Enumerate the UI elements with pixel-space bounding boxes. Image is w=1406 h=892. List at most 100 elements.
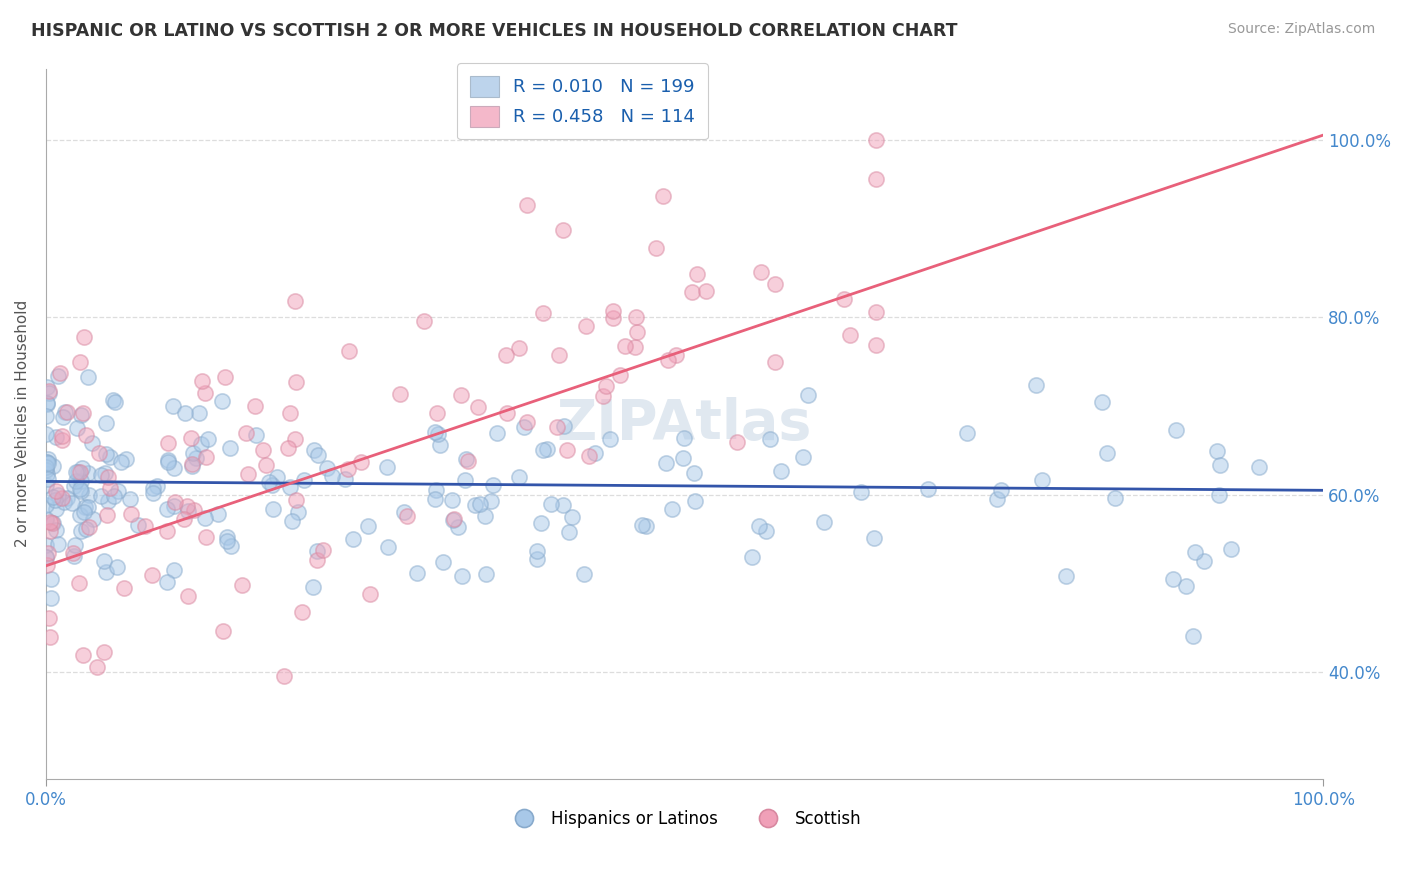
Point — [87, 446, 110, 460]
Point — [526, 543, 548, 558]
Point — [156, 453, 179, 467]
Point — [181, 458, 204, 473]
Point — [42, 490, 65, 504]
Point — [654, 456, 676, 470]
Point — [457, 454, 479, 468]
Point — [96, 416, 118, 430]
Point — [280, 514, 302, 528]
Point — [447, 520, 470, 534]
Point — [142, 485, 165, 500]
Point — [35, 426, 58, 441]
Point — [231, 578, 253, 592]
Point — [657, 353, 679, 368]
Point — [1054, 569, 1077, 583]
Point — [583, 446, 606, 460]
Point — [797, 388, 820, 402]
Point — [157, 455, 180, 469]
Point — [595, 379, 617, 393]
Point — [375, 460, 398, 475]
Point — [80, 435, 103, 450]
Point — [39, 524, 62, 539]
Point — [174, 406, 197, 420]
Point — [748, 518, 770, 533]
Point — [56, 405, 79, 419]
Point — [377, 540, 399, 554]
Point — [190, 437, 212, 451]
Point — [631, 518, 654, 533]
Point — [69, 482, 91, 496]
Point — [645, 241, 668, 255]
Point — [51, 428, 73, 442]
Point — [443, 512, 465, 526]
Point — [551, 498, 574, 512]
Point — [673, 431, 696, 445]
Point — [60, 496, 83, 510]
Point — [70, 524, 93, 539]
Point — [599, 432, 621, 446]
Point — [35, 409, 58, 423]
Point — [291, 605, 314, 619]
Point — [285, 492, 308, 507]
Point — [531, 443, 554, 458]
Point — [626, 310, 648, 325]
Point — [41, 516, 63, 530]
Point — [1025, 377, 1047, 392]
Point — [423, 425, 446, 439]
Point — [46, 488, 69, 502]
Point — [104, 395, 127, 409]
Point — [39, 573, 62, 587]
Point — [440, 493, 463, 508]
Point — [96, 447, 118, 461]
Point — [93, 554, 115, 568]
Point — [46, 368, 69, 383]
Point — [555, 443, 578, 458]
Point — [38, 630, 60, 644]
Point — [176, 499, 198, 513]
Point — [191, 374, 214, 388]
Point — [100, 481, 122, 495]
Point — [770, 464, 793, 478]
Point — [39, 591, 62, 605]
Point — [574, 566, 596, 581]
Point — [508, 469, 530, 483]
Point — [284, 293, 307, 308]
Point — [1209, 458, 1232, 473]
Point — [551, 223, 574, 237]
Point — [1208, 488, 1230, 502]
Point — [35, 467, 58, 481]
Point — [90, 489, 112, 503]
Point — [163, 495, 186, 509]
Point — [212, 624, 235, 639]
Point — [37, 456, 59, 470]
Point — [37, 396, 59, 410]
Point — [215, 533, 238, 548]
Point — [46, 537, 69, 551]
Point — [211, 393, 233, 408]
Point — [516, 415, 538, 429]
Point — [531, 306, 554, 320]
Point — [35, 397, 58, 411]
Point — [77, 488, 100, 502]
Point — [651, 189, 673, 203]
Point — [749, 265, 772, 279]
Point — [1205, 444, 1227, 458]
Point — [1090, 395, 1112, 409]
Point — [592, 389, 614, 403]
Point — [456, 452, 478, 467]
Point — [63, 549, 86, 564]
Point — [755, 524, 778, 539]
Point — [184, 451, 207, 466]
Point — [665, 348, 688, 362]
Point — [321, 468, 343, 483]
Point — [443, 513, 465, 527]
Point — [37, 452, 59, 467]
Point — [530, 516, 553, 530]
Point — [1184, 545, 1206, 559]
Point — [72, 461, 94, 475]
Text: HISPANIC OR LATINO VS SCOTTISH 2 OR MORE VEHICLES IN HOUSEHOLD CORRELATION CHART: HISPANIC OR LATINO VS SCOTTISH 2 OR MORE… — [31, 22, 957, 40]
Point — [575, 318, 598, 333]
Point — [759, 432, 782, 446]
Point — [163, 563, 186, 577]
Point — [69, 508, 91, 523]
Point — [67, 465, 90, 479]
